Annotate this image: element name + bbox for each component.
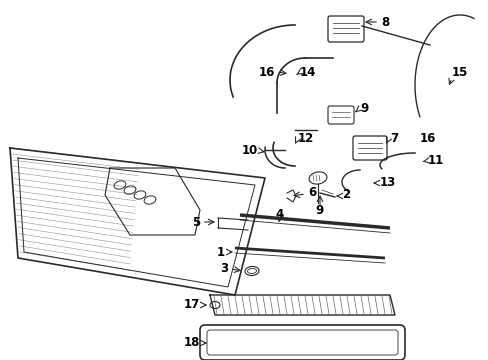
Text: 4: 4 xyxy=(275,208,284,221)
Text: 12: 12 xyxy=(297,131,314,144)
Text: 13: 13 xyxy=(379,176,395,189)
Text: 1: 1 xyxy=(217,246,224,258)
Text: 16: 16 xyxy=(419,131,435,144)
Text: 10: 10 xyxy=(241,144,258,157)
Text: 2: 2 xyxy=(341,189,349,202)
Text: 15: 15 xyxy=(451,66,468,78)
Text: 14: 14 xyxy=(299,66,316,78)
Text: 3: 3 xyxy=(220,261,227,274)
Text: 5: 5 xyxy=(191,216,200,229)
Text: 16: 16 xyxy=(258,66,274,78)
Text: 7: 7 xyxy=(389,131,397,144)
Text: 18: 18 xyxy=(183,337,200,350)
Text: 8: 8 xyxy=(380,15,388,28)
Text: 17: 17 xyxy=(183,298,200,311)
Text: 11: 11 xyxy=(427,153,443,166)
Text: 9: 9 xyxy=(315,203,324,216)
Text: 9: 9 xyxy=(359,102,367,114)
Text: 6: 6 xyxy=(307,186,316,199)
